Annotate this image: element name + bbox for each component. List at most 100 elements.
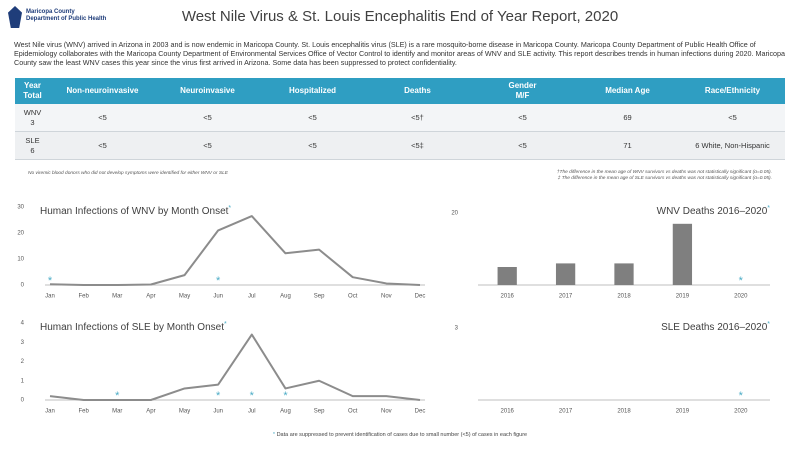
table-cell: 69 xyxy=(623,112,632,122)
x-tick-label: Jul xyxy=(248,294,256,300)
table-cell: <5 xyxy=(518,112,527,122)
x-tick-label: 2018 xyxy=(617,294,631,300)
logo-icon xyxy=(8,6,22,28)
x-tick-label: May xyxy=(179,294,190,300)
table-cell: <5 xyxy=(308,140,317,150)
bar xyxy=(555,263,576,285)
y-tick-label: 0 xyxy=(21,283,25,289)
table-row: WNV 3 <5 <5 <5 <5† <5 69 <5 xyxy=(15,104,785,132)
x-tick-label: Aug xyxy=(280,294,291,300)
suppressed-marker: * xyxy=(216,275,221,287)
title-marker: * xyxy=(224,321,227,328)
header-cell: Race/Ethnicity xyxy=(704,86,761,95)
x-tick-label: Oct xyxy=(348,294,358,300)
x-tick-label: Jan xyxy=(45,409,55,415)
y-tick-label: 3 xyxy=(21,340,25,346)
chart-title: Human Infections of WNV by Month Onset* xyxy=(40,205,231,217)
x-tick-label: 2016 xyxy=(501,294,515,300)
x-tick-label: Aug xyxy=(280,409,291,415)
notes-right: †The difference in the mean age of WNV s… xyxy=(557,170,772,182)
suppressed-marker: * xyxy=(48,275,53,287)
header-cell: Median Age xyxy=(605,86,650,95)
x-tick-label: Sep xyxy=(314,294,325,300)
line xyxy=(49,333,421,401)
chart-title: SLE Deaths 2016–2020* xyxy=(661,321,770,333)
cell-line: SLE xyxy=(25,135,40,145)
suppressed-marker: * xyxy=(739,390,744,402)
x-tick-label: Feb xyxy=(78,409,89,415)
chart-title-text: Human Infections of WNV by Month Onset xyxy=(40,206,229,217)
header-cell: Deaths xyxy=(404,86,431,95)
table-cell: <5‡ xyxy=(411,140,424,150)
title-marker: * xyxy=(767,205,770,212)
suppressed-marker: * xyxy=(115,390,120,402)
y-tick-label: 3 xyxy=(455,326,459,332)
x-tick-label: Mar xyxy=(112,294,122,300)
table-cell: SLE 6 xyxy=(15,136,50,156)
x-tick-label: Jun xyxy=(213,294,223,300)
chart-title-text: Human Infections of SLE by Month Onset xyxy=(40,322,224,333)
cell-line: Gender xyxy=(508,81,537,90)
title-marker: * xyxy=(767,321,770,328)
x-tick-label: Apr xyxy=(146,409,155,415)
note: No viremic blood donors who did not deve… xyxy=(28,171,228,176)
x-tick-label: Nov xyxy=(381,409,392,415)
x-tick-label: Dec xyxy=(415,294,426,300)
x-tick-label: 2017 xyxy=(559,294,573,300)
y-tick-label: 4 xyxy=(21,321,25,327)
x-tick-label: Mar xyxy=(112,409,122,415)
header-row: Year Total Non-neuroinvasive Neuroinvasive H… xyxy=(15,78,785,104)
suppressed-marker: * xyxy=(739,275,744,287)
y-tick-label: 30 xyxy=(17,205,24,211)
x-tick-label: Apr xyxy=(146,294,155,300)
x-tick-label: 2016 xyxy=(501,409,515,415)
bar xyxy=(672,223,693,285)
x-tick-label: 2018 xyxy=(617,409,631,415)
chart-title: Human Infections of SLE by Month Onset* xyxy=(40,321,227,333)
suppressed-marker: * xyxy=(283,390,288,402)
footer-marker: * xyxy=(272,432,276,438)
title: West Nile Virus & St. Louis Encephalitis… xyxy=(181,8,619,25)
table-cell: <5† xyxy=(411,112,424,122)
cell-line: M/F xyxy=(515,91,530,100)
note: ‡ The difference in the mean age of SLE … xyxy=(557,176,772,181)
x-tick-label: Nov xyxy=(381,294,392,300)
y-tick-label: 20 xyxy=(17,231,24,237)
logo: Maricopa County Department of Public Hea… xyxy=(8,6,118,30)
cell-line: 3 xyxy=(30,117,35,127)
x-tick-label: Oct xyxy=(348,409,358,415)
table-cell: <5 xyxy=(98,112,107,122)
header-cell: Neuroinvasive xyxy=(180,86,235,95)
x-tick-label: Jul xyxy=(248,409,256,415)
header-cell: Year Total xyxy=(15,81,50,101)
y-tick-label: 10 xyxy=(17,257,24,263)
x-tick-label: 2019 xyxy=(676,409,690,415)
cell-line: WNV xyxy=(23,107,42,117)
logo-line: Maricopa County xyxy=(26,9,75,15)
footer-text: Data are suppressed to prevent identific… xyxy=(276,432,528,438)
chart-title-text: WNV Deaths 2016–2020 xyxy=(657,206,768,217)
header-cell: Hospitalized xyxy=(288,86,337,95)
line xyxy=(49,215,421,286)
logo-text: Maricopa County Department of Public Hea… xyxy=(26,9,106,23)
x-tick-label: May xyxy=(179,409,190,415)
table-cell: <5 xyxy=(203,140,212,150)
chart-title: WNV Deaths 2016–2020* xyxy=(657,205,771,217)
y-tick-label: 0 xyxy=(21,398,25,404)
suppressed-marker: * xyxy=(250,390,255,402)
intro: West Nile virus (WNV) arrived in Arizona… xyxy=(14,40,786,68)
note: †The difference in the mean age of WNV s… xyxy=(556,170,772,175)
y-tick-label: 20 xyxy=(451,211,458,217)
y-tick-label: 2 xyxy=(21,359,25,365)
title-marker: * xyxy=(228,205,231,212)
suppressed-marker: * xyxy=(216,390,221,402)
table-cell: <5 xyxy=(518,140,527,150)
bar xyxy=(614,263,634,285)
table-cell: WNV 3 xyxy=(15,108,50,128)
x-tick-label: Sep xyxy=(314,409,325,415)
table-cell: <5 xyxy=(308,112,317,122)
cell-line: Total xyxy=(23,91,42,100)
table-cell: 71 xyxy=(623,140,632,150)
x-tick-label: Feb xyxy=(78,294,89,300)
